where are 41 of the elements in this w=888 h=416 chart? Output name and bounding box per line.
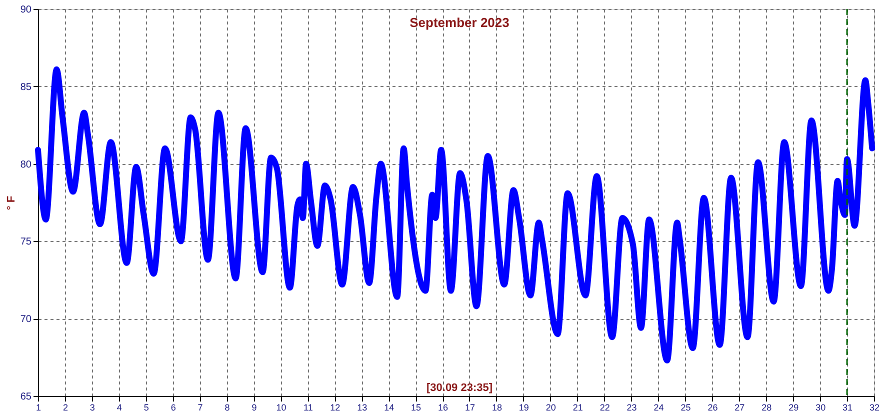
text: September 2023: [410, 15, 510, 30]
y-tick-label: 90: [20, 4, 32, 16]
x-tick-label: 23: [626, 402, 637, 412]
y-tick-label: 80: [20, 159, 32, 170]
x-tick-label: 13: [357, 402, 368, 412]
x-tick-label: 12: [330, 402, 340, 412]
x-tick-label: 2: [62, 402, 68, 412]
x-tick-label: 15: [411, 402, 422, 412]
x-tick-label: 20: [546, 402, 556, 412]
x-tick-label: 5: [144, 402, 149, 412]
x-tick-label: 3: [90, 402, 95, 412]
x-tick-label: 25: [680, 402, 691, 412]
x-tick-label: 32: [869, 402, 880, 412]
x-tick-label: 27: [734, 402, 745, 412]
y-axis-title: ° F: [5, 196, 18, 210]
x-tick-label: 22: [600, 402, 610, 412]
x-tick-label: 14: [384, 402, 394, 412]
x-tick-label: 18: [492, 402, 502, 412]
y-tick-label: 65: [20, 392, 32, 402]
x-tick-label: 24: [654, 402, 664, 412]
x-tick-label: 19: [518, 402, 529, 412]
x-tick-label: 26: [708, 402, 718, 412]
x-tick-label: 9: [252, 402, 257, 412]
x-tick-label: 17: [464, 402, 475, 412]
x-tick-label: 16: [438, 402, 448, 412]
y-tick-label: 75: [20, 236, 32, 248]
x-tick-label: 1: [36, 402, 42, 412]
x-tick-label: 4: [116, 402, 122, 412]
x-tick-label: 11: [304, 402, 313, 412]
x-tick-label: 10: [276, 402, 286, 412]
x-tick-label: 28: [762, 402, 772, 412]
x-tick-label: 31: [842, 402, 853, 412]
x-tick-label: 6: [170, 402, 176, 412]
x-tick-label: 21: [572, 402, 583, 412]
x-tick-label: 8: [224, 402, 230, 412]
x-tick-label: 29: [788, 402, 799, 412]
y-tick-label: 70: [20, 314, 32, 326]
x-tick-label: 7: [198, 402, 203, 412]
annotation: [30.09 23:35]: [426, 382, 493, 394]
y-tick-label: 85: [20, 82, 32, 93]
x-tick-label: 30: [816, 402, 826, 412]
